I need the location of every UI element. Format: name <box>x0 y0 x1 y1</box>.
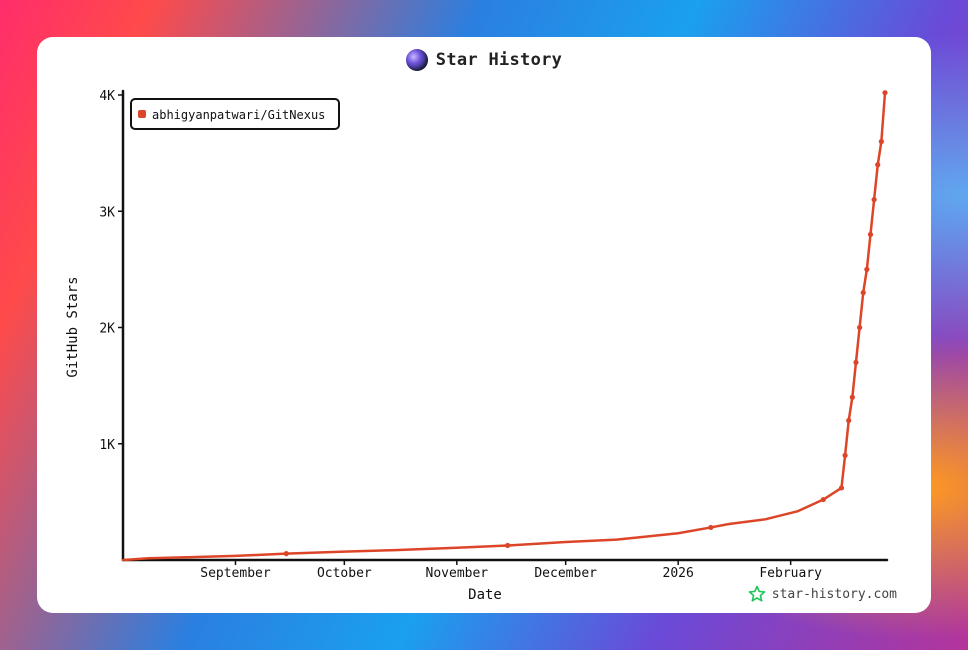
series-point <box>875 162 881 168</box>
y-axis-title: GitHub Stars <box>65 276 81 377</box>
series-point <box>820 496 826 503</box>
chart-title: Star History <box>435 50 563 70</box>
x-tick-label: November <box>426 566 489 581</box>
series-point <box>878 138 884 145</box>
chart-legend: abhigyanpatwari/GitNexus <box>130 98 340 130</box>
watermark-text: star-history.com <box>771 586 897 602</box>
series-point <box>283 551 289 557</box>
legend-box <box>130 98 340 130</box>
series-point <box>853 359 859 365</box>
chart-header: Star History <box>37 47 931 73</box>
y-tick-label: 1K <box>99 438 115 453</box>
chart-axes <box>121 89 889 562</box>
watermark[interactable]: star-history.com <box>748 585 897 603</box>
series-point <box>708 524 714 531</box>
y-tick-label: 4K <box>99 89 115 104</box>
legend-series-label: abhigyanpatwari/GitNexus <box>152 108 325 122</box>
chart-series <box>121 90 888 562</box>
series-point <box>849 394 855 400</box>
star-history-logo-icon <box>405 49 428 71</box>
chart-card: Star History September October November Dec… <box>37 37 931 613</box>
chart-ticks: September October November December 2026 Febr… <box>99 89 822 581</box>
series-point <box>882 90 888 96</box>
x-tick-label: September <box>200 566 271 581</box>
legend-swatch <box>138 110 146 118</box>
series-line <box>121 91 887 562</box>
series-point <box>860 290 866 296</box>
x-tick-label: February <box>759 566 822 581</box>
series-point <box>838 485 845 491</box>
x-tick-label: October <box>317 566 372 581</box>
y-tick-label: 3K <box>99 205 115 220</box>
series-point <box>505 542 511 549</box>
series-point <box>871 197 877 203</box>
series-point <box>846 417 852 424</box>
star-history-chart: September October November December 2026 Febr… <box>65 89 889 603</box>
star-icon <box>748 585 766 602</box>
series-point <box>857 324 863 331</box>
x-tick-label: 2026 <box>663 566 694 581</box>
x-axis-title: Date <box>468 587 502 603</box>
series-point <box>864 266 870 272</box>
series-point <box>867 231 874 238</box>
x-tick-label: December <box>534 566 597 581</box>
y-tick-label: 2K <box>99 322 115 337</box>
series-point <box>842 452 848 458</box>
